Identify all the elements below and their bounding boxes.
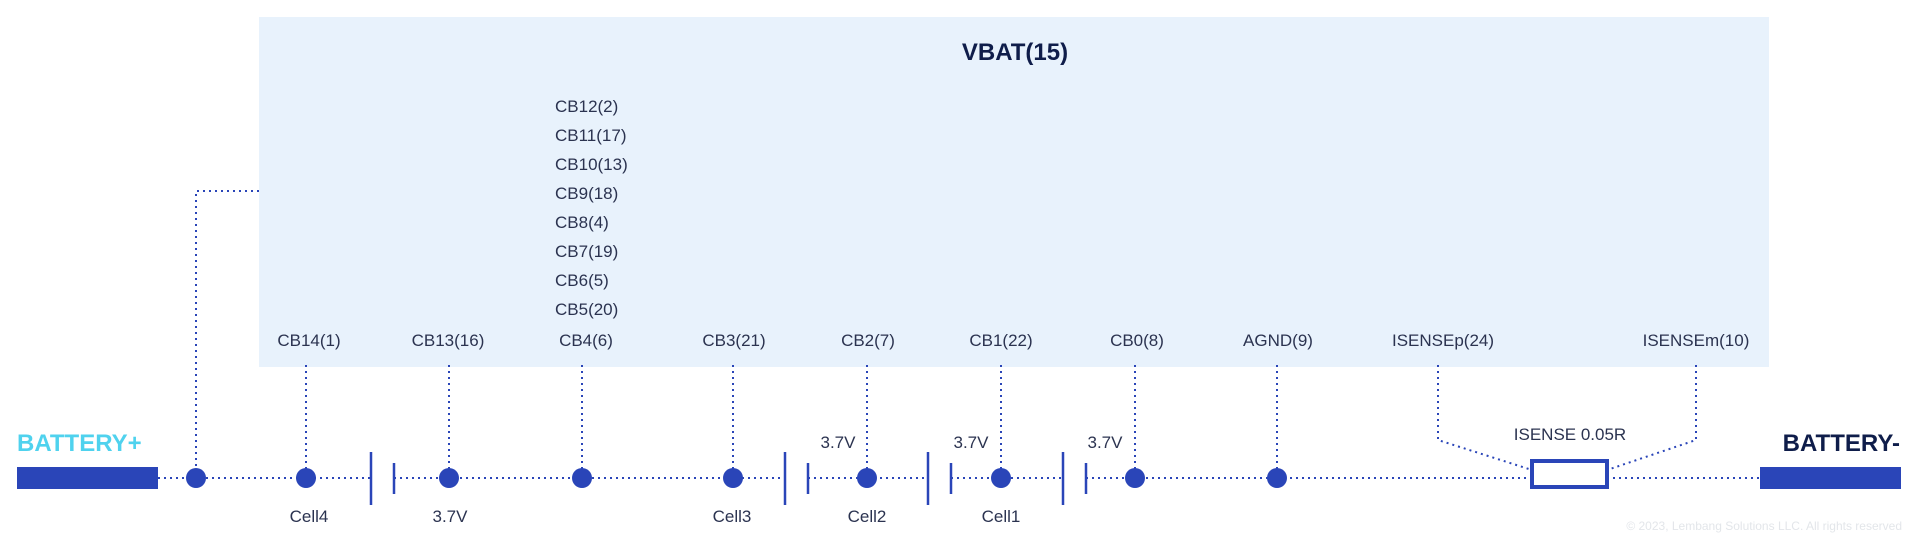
pin-taps (305, 365, 1697, 478)
node-cb0 (1125, 468, 1145, 488)
cell1-voltage: 3.7V (954, 433, 990, 452)
cb2-label: CB2(7) (841, 331, 895, 350)
copyright-notice: © 2023, Lembang Solutions LLC. All right… (1626, 519, 1902, 533)
cell2-label: Cell2 (848, 507, 887, 526)
cb4-label: CB4(6) (559, 331, 613, 350)
cell4-label: Cell4 (290, 507, 329, 526)
isensem-tap (1606, 365, 1697, 471)
battery-plus-terminal (17, 467, 158, 489)
battery-minus-terminal (1760, 467, 1901, 489)
cb1-label: CB1(22) (969, 331, 1032, 350)
cb14-label: CB14(1) (277, 331, 340, 350)
vbat-label: VBAT(15) (962, 39, 1068, 66)
isensep-label: ISENSEp(24) (1392, 331, 1494, 350)
cell3-label: Cell3 (713, 507, 752, 526)
cb10-label: CB10(13) (555, 155, 628, 174)
node-cb14 (296, 468, 316, 488)
node-dots (186, 468, 1287, 488)
node-cb3 (723, 468, 743, 488)
cb7-label: CB7(19) (555, 242, 618, 261)
pin-labels: CB14(1) CB13(16) CB4(6) CB3(21) CB2(7) C… (277, 331, 1749, 350)
cb3-label: CB3(21) (702, 331, 765, 350)
cb11-label: CB11(17) (555, 126, 627, 145)
cb-stack: CB12(2) CB11(17) CB10(13) CB9(18) CB8(4)… (555, 97, 628, 319)
node-cb2 (857, 468, 877, 488)
cb12-label: CB12(2) (555, 97, 618, 116)
agnd-label: AGND(9) (1243, 331, 1313, 350)
cb9-label: CB9(18) (555, 184, 618, 203)
isensep-tap (1437, 365, 1533, 471)
cb5-label: CB5(20) (555, 300, 618, 319)
battery-minus-label: BATTERY- (1783, 430, 1900, 457)
node-agnd (1267, 468, 1287, 488)
cell1-label: Cell1 (982, 507, 1021, 526)
isense-resistor-label: ISENSE 0.05R (1514, 425, 1626, 444)
vbat-feed-wire (195, 190, 259, 478)
cell2-voltage: 3.7V (821, 433, 857, 452)
node-battery-plus (186, 468, 206, 488)
cb13-label: CB13(16) (412, 331, 485, 350)
cb0-label: CB0(8) (1110, 331, 1164, 350)
isensem-label: ISENSEm(10) (1643, 331, 1750, 350)
cb8-label: CB8(4) (555, 213, 609, 232)
battery-plus-label: BATTERY+ (17, 430, 142, 457)
cb6-label: CB6(5) (555, 271, 609, 290)
cell-labels: Cell4 3.7V Cell3 Cell2 Cell1 3.7V 3.7V 3… (290, 433, 1124, 526)
node-cb1 (991, 468, 1011, 488)
cell-symbols (369, 452, 1088, 505)
cell0-voltage: 3.7V (1088, 433, 1124, 452)
node-cb4 (572, 468, 592, 488)
cell4-voltage: 3.7V (433, 507, 469, 526)
node-cb13 (439, 468, 459, 488)
vbat-panel (259, 17, 1769, 367)
isense-resistor (1530, 459, 1609, 489)
